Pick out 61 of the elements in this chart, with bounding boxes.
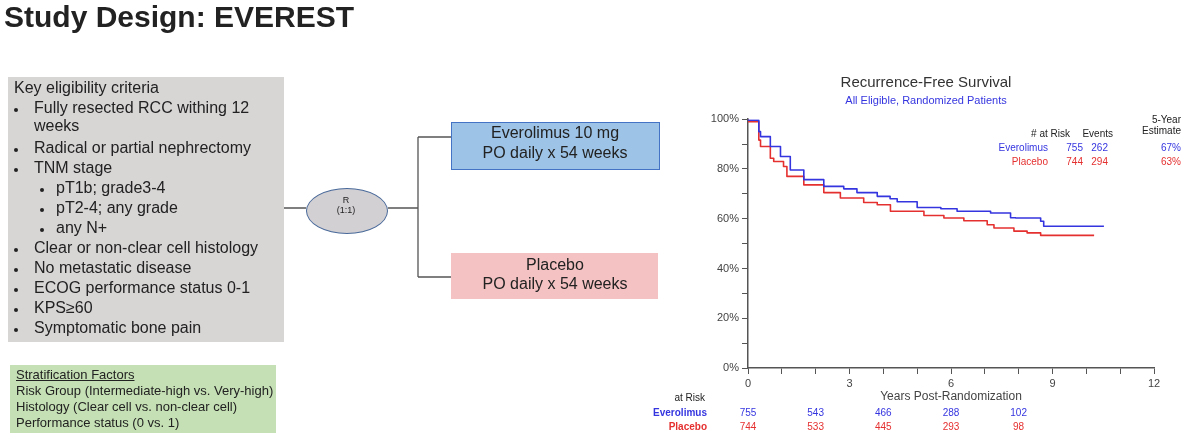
text: 98 [1013,421,1025,432]
text: 63% [1160,156,1181,167]
text: 67% [1160,142,1181,153]
x-tick-label: 9 [1049,376,1056,389]
text: 533 [807,421,824,432]
text: PO daily x 54 weeks [482,275,628,293]
text: Key eligibility criteria [14,79,159,97]
y-tick-label: 80% [716,161,740,174]
text: 744 [739,421,757,432]
text: 102 [1010,407,1027,418]
text: TNM stage [34,159,113,177]
y-tick-label: 40% [716,261,740,274]
text: Radical or partial nephrectomy [34,139,251,157]
y-tick-label: 60% [716,211,740,224]
text: Everolimus [998,142,1048,153]
text: at Risk [674,392,705,403]
chart-title: Recurrence-Free Survival [840,73,1012,91]
text: KPS≥60 [34,299,93,317]
x-tick-label: 6 [947,376,955,389]
annotation: 5-Year Estimate [1141,114,1181,136]
x-tick-label: 0 [744,376,752,389]
text: 543 [807,407,824,418]
text: Placebo [1011,156,1048,167]
text: pT2-4; any grade [56,199,178,217]
text: Study Design: EVEREST [4,0,355,34]
text: ECOG performance status 0-1 [34,279,251,297]
text: Fully resected RCC withing 12 weeks [34,99,251,135]
annotation: 755 [1066,142,1083,153]
y-tick-label: 0% [723,361,740,374]
text: Performance status (0 vs. 1) [16,415,180,430]
text: 288 [942,407,960,418]
text: 466 [874,407,892,418]
text: Histology (Clear cell vs. non-clear cell) [16,399,238,414]
text: any N+ [56,219,108,237]
text: Clear or non-clear cell histology [34,239,259,257]
annotation: # at Risk [1031,128,1070,139]
annotation: 744 [1066,156,1083,167]
text: Risk Group (Intermediate-high vs. Very-high) [16,383,274,398]
text: (1:1) [336,205,356,215]
annotation: 262 [1091,142,1108,153]
y-tick-label: 20% [716,311,740,324]
x-axis-title: Years Post-Randomization [880,389,1022,404]
text: pT1b; grade3-4 [56,179,166,197]
text: R [342,195,350,205]
x-tick-label: 3 [846,376,853,389]
annotation: Events [1082,128,1113,139]
y-tick-label: 100% [710,112,740,125]
chart-subtitle: All Eligible, Randomized Patients [845,93,1008,106]
text: Symptomatic bone pain [34,319,202,337]
text: Everolimus 10 mg [490,124,620,142]
text: No metastatic disease [34,259,192,277]
text: 755 [739,407,757,418]
text: Placebo [526,256,584,274]
text: Stratification Factors [16,367,135,382]
text: 293 [942,421,960,432]
text: Everolimus [653,407,707,418]
text: Placebo [668,421,707,432]
text: 445 [874,421,892,432]
annotation: 294 [1091,156,1108,167]
x-tick-label: 12 [1147,376,1161,389]
text: PO daily x 54 weeks [482,144,628,162]
